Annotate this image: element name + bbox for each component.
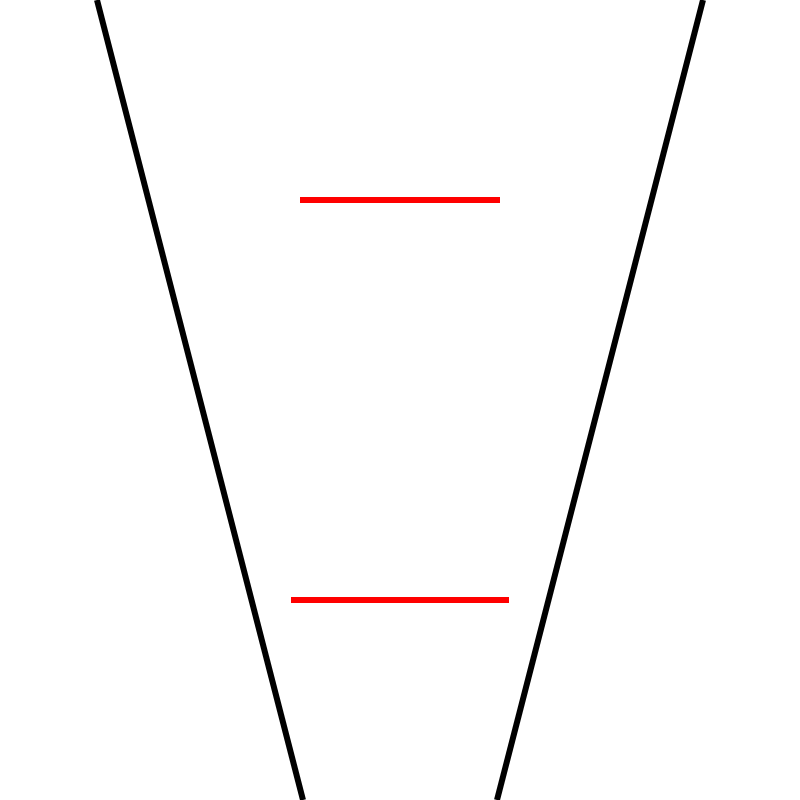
left-converging-line	[94, 0, 306, 800]
right-converging-line	[494, 0, 706, 800]
